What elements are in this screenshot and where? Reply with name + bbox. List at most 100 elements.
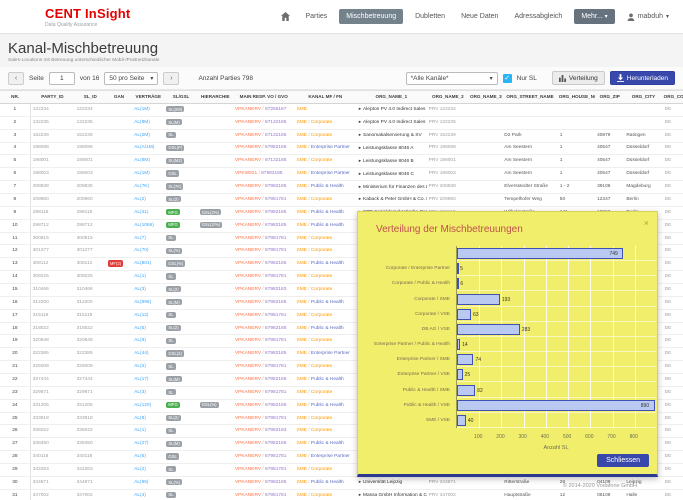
vertraege-link[interactable]: AL(896): [132, 296, 165, 310]
column-header[interactable]: NR.: [0, 90, 31, 104]
column-header[interactable]: VERTRÄGE: [132, 90, 165, 104]
chart-bar[interactable]: [457, 308, 471, 320]
vertraege-link[interactable]: AL(70): [132, 244, 165, 259]
vertraege-link[interactable]: AL(120): [132, 399, 165, 413]
party-id-cell: 322385: [30, 347, 75, 362]
expand-icon[interactable]: ►: [358, 183, 363, 189]
column-header[interactable]: SL/GSL: [164, 90, 198, 104]
nav-mischbetreuung[interactable]: Mischbetreuung: [339, 9, 404, 24]
vertraege-link[interactable]: AL(1066): [132, 219, 165, 233]
vertraege-link[interactable]: AL(6): [132, 450, 165, 465]
row-number: 14: [0, 270, 31, 284]
column-header[interactable]: ORG_ZIP: [595, 90, 625, 104]
chart-bar[interactable]: [457, 248, 624, 259]
org-country-cell: DE: [662, 219, 683, 233]
next-page-button[interactable]: ›: [163, 71, 180, 85]
column-header[interactable]: KANAL MF / FN: [294, 90, 357, 104]
only-sl-checkbox[interactable]: ✓: [502, 73, 512, 83]
column-header[interactable]: SL_ID: [74, 90, 106, 104]
sl-gsl-cell: SL: [164, 309, 198, 323]
page-number-input[interactable]: [48, 71, 75, 85]
vertraege-link[interactable]: AL(12): [132, 309, 165, 323]
column-header[interactable]: ORG_NAME_1: [356, 90, 427, 104]
close-button[interactable]: Schliessen: [597, 454, 649, 467]
chart-bar[interactable]: [457, 384, 476, 396]
vertraege-link[interactable]: AL(8M): [132, 154, 165, 169]
nav-dubletten[interactable]: Dubletten: [415, 13, 446, 20]
page-of-label: von 16: [79, 74, 100, 82]
column-header[interactable]: GAN: [105, 90, 133, 104]
column-header[interactable]: ORG_NAME_2: [426, 90, 470, 104]
prev-page-button[interactable]: ‹: [8, 71, 24, 85]
vertraege-link[interactable]: AL(A/1M): [132, 142, 165, 156]
vertraege-link[interactable]: AL(1M): [132, 103, 165, 117]
chart-bar[interactable]: [457, 278, 459, 290]
expand-icon[interactable]: ►: [358, 106, 363, 112]
sl-gsl-badge: GSL(P): [166, 144, 185, 151]
vertraege-link[interactable]: AL(2): [132, 360, 165, 375]
column-header[interactable]: HIERARCHIE: [197, 90, 233, 104]
kanal-cell: SME / Public & Health: [294, 219, 357, 233]
nav-adressabgleich[interactable]: Adressabgleich: [514, 13, 563, 20]
vertraege-link[interactable]: AL(44): [132, 347, 165, 362]
chart-bar[interactable]: [457, 399, 655, 411]
expand-icon[interactable]: ►: [358, 492, 363, 498]
chart-bar[interactable]: [457, 414, 466, 426]
expand-icon[interactable]: ►: [358, 157, 363, 163]
gridline: [479, 246, 481, 428]
chart-bar[interactable]: [457, 369, 463, 381]
close-icon[interactable]: ×: [643, 218, 649, 228]
vertraege-link[interactable]: AL(1): [132, 270, 165, 284]
user-menu[interactable]: mabduh ▾: [623, 9, 673, 25]
vertraege-link[interactable]: AL(2): [132, 193, 165, 207]
vertraege-link[interactable]: AL(2): [132, 463, 165, 477]
download-button[interactable]: Herunterladen: [609, 71, 675, 85]
vertraege-link[interactable]: AL(7K): [132, 180, 165, 194]
column-header[interactable]: ORG_CITY: [624, 90, 663, 104]
home-icon[interactable]: [277, 8, 294, 25]
column-header[interactable]: ORG_HOUSE_NO: [557, 90, 596, 104]
vertraege-link[interactable]: AL(8M): [132, 116, 165, 130]
nav-parties[interactable]: Parties: [305, 13, 328, 20]
expand-icon[interactable]: ►: [358, 132, 363, 138]
vertraege-link[interactable]: AL(95): [132, 476, 165, 490]
vertraege-link[interactable]: AL(3): [132, 283, 165, 297]
bar-value-label: 63: [473, 311, 479, 318]
nav-neue-daten[interactable]: Neue Daten: [461, 13, 499, 20]
vertraege-link[interactable]: AL(4): [132, 489, 165, 500]
column-header[interactable]: ORG_COU: [662, 90, 683, 104]
expand-icon[interactable]: ►: [358, 144, 363, 150]
nav-mehr-dropdown[interactable]: Mehr... ▾: [574, 9, 615, 24]
column-header[interactable]: MAIN RESP. VO / GVO: [232, 90, 295, 104]
channel-filter-select[interactable]: *Alle Kanäle* ▾: [405, 71, 498, 85]
chart-bar[interactable]: [457, 339, 461, 350]
column-header[interactable]: ORG_NAME_3: [469, 90, 503, 104]
vertraege-link[interactable]: AL(801): [132, 257, 165, 272]
chart-bar[interactable]: [457, 354, 474, 366]
vertraege-link[interactable]: AL(5): [132, 322, 165, 336]
expand-icon[interactable]: ►: [358, 196, 363, 202]
column-header[interactable]: PARTY_ID: [30, 90, 75, 104]
vertraege-link[interactable]: AL(17): [132, 373, 165, 387]
expand-icon[interactable]: ►: [358, 479, 363, 485]
vertraege-link[interactable]: AL(1): [132, 424, 165, 439]
vertraege-link[interactable]: AL(8): [132, 412, 165, 426]
chart-bar[interactable]: [457, 263, 459, 275]
vertraege-link[interactable]: AL(27): [132, 437, 165, 452]
expand-icon[interactable]: ►: [358, 170, 363, 176]
vertraege-link[interactable]: AL(9): [132, 334, 165, 349]
expand-icon[interactable]: ►: [358, 119, 363, 125]
distribution-button[interactable]: Verteilung: [551, 71, 605, 85]
chart-bar[interactable]: [457, 293, 500, 305]
chart-bar[interactable]: [457, 323, 520, 335]
gan-cell: [105, 489, 133, 500]
per-page-select[interactable]: 50 pro Seite ▾: [104, 71, 159, 85]
gan-cell: [105, 167, 133, 182]
column-header[interactable]: ORG_STREET_NAME: [502, 90, 558, 104]
vertraege-link[interactable]: AL(2M): [132, 129, 165, 143]
vertraege-link[interactable]: AL(1M): [132, 167, 165, 182]
vertraege-link[interactable]: AL(3): [132, 386, 165, 400]
vertraege-link[interactable]: AL(21): [132, 206, 165, 220]
org-city-cell: Halle: [624, 489, 663, 500]
vertraege-link[interactable]: AL(7): [132, 232, 165, 246]
